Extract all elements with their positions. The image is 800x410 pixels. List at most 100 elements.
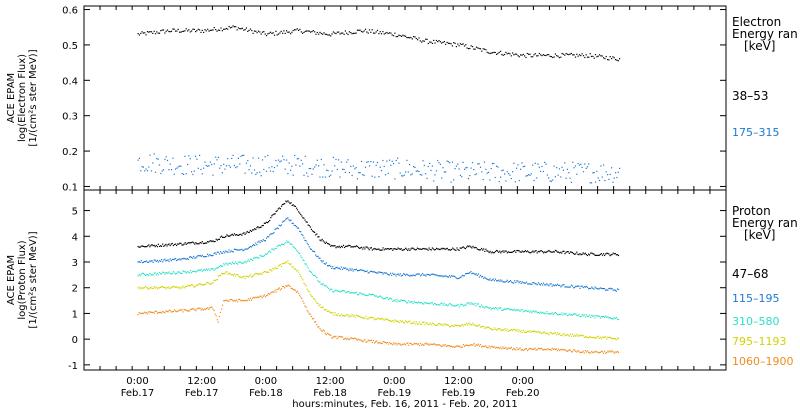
proton-data-point [260,226,262,228]
electron-data-point [429,162,431,164]
proton-data-point [252,229,254,231]
proton-data-point [376,340,378,342]
proton-data-point [461,323,463,326]
proton-data-point [329,264,331,266]
proton-data-point [340,313,342,315]
proton-data-point [390,297,392,300]
proton-data-point [222,304,224,306]
electron-data-point [549,180,551,182]
electron-data-point [612,181,614,183]
electron-data-point [500,176,502,178]
proton-data-point [330,245,332,247]
proton-data-point [532,281,534,284]
proton-data-point [435,248,437,251]
proton-data-point [460,347,462,349]
proton-data-point [581,335,583,337]
proton-data-point [510,346,513,349]
electron-data-point [292,174,294,176]
proton-data-point [280,224,283,226]
proton-data-point [389,248,391,250]
electron-data-point [386,160,388,162]
proton-data-point [531,330,533,332]
proton-data-point [589,352,591,354]
electron-data-point [504,173,506,175]
electron-data-point [403,35,405,37]
proton-data-point [591,314,593,316]
proton-data-point [217,251,219,253]
proton-data-point [494,307,497,309]
electron-data-point [560,56,562,58]
proton-data-point [616,337,619,339]
proton-data-point [585,314,587,316]
electron-data-point [142,32,144,34]
proton-data-point [414,301,416,304]
proton-data-point [463,304,466,306]
proton-data-point [415,249,417,251]
proton-data-point [140,260,142,262]
proton-data-point [281,263,284,265]
proton-data-point [191,284,193,286]
proton-data-point [362,317,364,319]
proton-data-point [482,275,484,278]
proton-data-point [395,299,397,301]
proton-data-point [392,249,394,251]
proton-data-point [253,296,255,298]
proton-data-point [567,334,569,336]
proton-data-point [536,331,538,333]
proton-data-point [248,275,250,277]
proton-data-point [487,279,489,281]
electron-data-point [526,175,528,177]
electron-data-point [417,39,419,41]
proton-data-point [237,301,239,303]
proton-data-point [485,326,487,328]
proton-data-point [448,326,451,328]
proton-data-point [463,275,466,277]
electron-data-point [314,166,316,168]
proton-data-point [202,242,204,245]
electron-data-point [146,170,149,172]
proton-data-point [521,349,523,351]
proton-data-point [441,247,443,249]
proton-data-point [363,317,365,319]
proton-data-point [348,291,350,293]
proton-data-point [247,276,249,278]
proton-data-point [344,246,346,249]
proton-data-point [138,246,140,248]
proton-data-point [361,246,363,248]
electron-data-point [421,41,423,43]
proton-data-point [275,228,277,230]
electron-data-point [372,161,375,163]
proton-data-point [138,286,140,288]
proton-data-point [246,248,248,250]
electron-data-point [451,45,453,47]
electron-data-point [603,57,605,59]
proton-data-point [481,325,483,328]
proton-data-point [166,310,168,312]
electron-data-point [332,31,334,33]
proton-data-point [394,273,396,275]
proton-data-point [355,245,357,247]
electron-data-point [592,172,594,174]
proton-data-point [268,293,270,295]
proton-series-2 [137,240,620,321]
proton-data-point [368,249,370,251]
electron-data-point [215,156,217,158]
proton-data-point [456,304,458,306]
x-tick-label-date: Feb.18 [249,388,283,399]
proton-data-point [483,346,485,348]
proton-data-point [366,270,368,272]
electron-data-point [394,178,396,180]
proton-data-point [488,345,490,347]
proton-data-point [214,313,216,315]
proton-data-point [315,275,317,277]
electron-data-point [422,40,424,42]
electron-data-point [378,33,380,35]
proton-data-point [193,255,195,258]
proton-data-point [273,231,275,234]
proton-data-point [234,300,237,302]
electron-data-point [461,43,463,46]
proton-data-point [255,242,257,244]
proton-data-point [397,299,399,301]
proton-data-point [518,329,520,331]
proton-data-point [217,266,219,269]
